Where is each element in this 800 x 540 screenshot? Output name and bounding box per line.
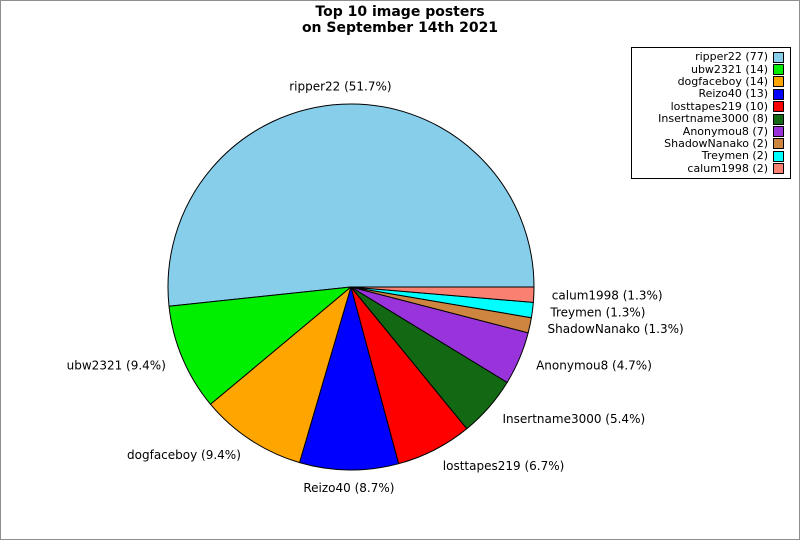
legend-swatch-calum1998 bbox=[773, 163, 784, 175]
slice-label-Insertname3000: Insertname3000 (5.4%) bbox=[503, 412, 646, 426]
legend-item-dogfaceboy: dogfaceboy (14) bbox=[638, 74, 784, 88]
slice-label-ripper22: ripper22 (51.7%) bbox=[289, 79, 391, 93]
chart-title: Top 10 image posters on September 14th 2… bbox=[1, 4, 799, 36]
slice-label-Reizo40: Reizo40 (8.7%) bbox=[303, 481, 394, 495]
legend-label-calum1998: calum1998 (2) bbox=[687, 161, 768, 175]
legend-swatch-Insertname3000 bbox=[773, 113, 784, 125]
legend-label-Reizo40: Reizo40 (13) bbox=[698, 87, 768, 101]
legend-swatch-Anonymou8 bbox=[773, 126, 784, 138]
legend-item-ShadowNanako: ShadowNanako (2) bbox=[638, 136, 784, 150]
legend-item-Insertname3000: Insertname3000 (8) bbox=[638, 113, 784, 125]
legend-label-ripper22: ripper22 (77) bbox=[695, 50, 768, 64]
pie-slice-ripper22 bbox=[167, 103, 535, 307]
legend-label-Anonymou8: Anonymou8 (7) bbox=[682, 124, 768, 138]
slice-label-dogfaceboy: dogfaceboy (9.4%) bbox=[127, 448, 241, 462]
legend-label-Insertname3000: Insertname3000 (8) bbox=[658, 112, 768, 126]
legend-swatch-Reizo40 bbox=[773, 88, 784, 100]
legend-label-ShadowNanako: ShadowNanako (2) bbox=[664, 136, 768, 150]
slice-label-Treymen: Treymen (1.3%) bbox=[549, 305, 645, 319]
pie-slice-ubw2321 bbox=[168, 286, 352, 405]
slice-label-calum1998: calum1998 (1.3%) bbox=[552, 289, 663, 303]
legend-swatch-Treymen bbox=[773, 150, 784, 162]
legend-item-Anonymou8: Anonymou8 (7) bbox=[638, 124, 784, 138]
legend-item-ubw2321: ubw2321 (14) bbox=[638, 62, 784, 76]
legend-swatch-ubw2321 bbox=[773, 64, 784, 76]
chart-title-line1: Top 10 image posters bbox=[315, 4, 485, 20]
slice-label-losttapes219: losttapes219 (6.7%) bbox=[443, 459, 565, 473]
pie-slice-Reizo40 bbox=[299, 286, 400, 471]
legend-label-losttapes219: losttapes219 (10) bbox=[670, 99, 768, 113]
legend-swatch-ShadowNanako bbox=[773, 138, 784, 150]
slice-label-ShadowNanako: ShadowNanako (1.3%) bbox=[548, 322, 684, 336]
legend: ripper22 (77) ubw2321 (14) dogfaceboy (14)… bbox=[631, 47, 791, 179]
legend-item-calum1998: calum1998 (2) bbox=[638, 161, 784, 175]
slice-label-ubw2321: ubw2321 (9.4%) bbox=[67, 358, 166, 372]
legend-item-Treymen: Treymen (2) bbox=[638, 150, 784, 162]
legend-swatch-losttapes219 bbox=[773, 101, 784, 113]
legend-swatch-dogfaceboy bbox=[773, 76, 784, 88]
pie-slice-dogfaceboy bbox=[210, 286, 352, 464]
legend-label-ubw2321: ubw2321 (14) bbox=[690, 62, 768, 76]
legend-item-Reizo40: Reizo40 (13) bbox=[638, 88, 784, 100]
legend-label-Treymen: Treymen (2) bbox=[701, 149, 768, 163]
slice-label-Anonymou8: Anonymou8 (4.7%) bbox=[536, 358, 652, 372]
chart-title-line2: on September 14th 2021 bbox=[301, 20, 499, 36]
legend-item-losttapes219: losttapes219 (10) bbox=[638, 99, 784, 113]
legend-item-ripper22: ripper22 (77) bbox=[638, 51, 784, 63]
legend-swatch-ripper22 bbox=[773, 51, 784, 63]
pie-slice-calum1998 bbox=[350, 286, 535, 303]
legend-label-dogfaceboy: dogfaceboy (14) bbox=[677, 74, 768, 88]
